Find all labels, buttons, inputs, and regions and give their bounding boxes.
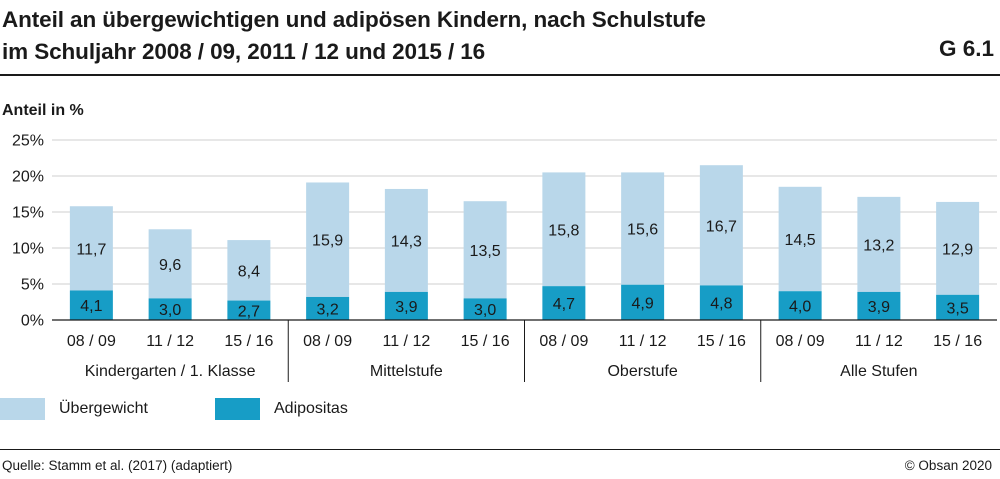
- group-label: Mittelstufe: [370, 363, 443, 380]
- bar-uebergewicht: [227, 240, 271, 301]
- x-tick-label: 08 / 09: [67, 333, 116, 350]
- data-label-adipositas: 3,5: [947, 300, 969, 317]
- data-label-uebergewicht: 12,9: [942, 241, 973, 258]
- source-note: Quelle: Stamm et al. (2017) (adaptiert): [2, 458, 233, 473]
- data-label-adipositas: 4,0: [789, 299, 811, 316]
- bar-adipositas: [384, 291, 428, 320]
- data-label-uebergewicht: 14,3: [391, 233, 422, 250]
- bar-adipositas: [699, 285, 743, 320]
- bar-adipositas: [227, 300, 271, 320]
- data-label-uebergewicht: 14,5: [785, 232, 816, 249]
- x-tick-label: 15 / 16: [461, 333, 510, 350]
- bar-adipositas: [463, 298, 507, 320]
- bar-uebergewicht: [699, 165, 743, 286]
- bar-uebergewicht: [542, 172, 586, 287]
- x-tick-label: 11 / 12: [146, 333, 194, 350]
- x-tick-label: 08 / 09: [539, 333, 588, 350]
- bar-uebergewicht: [857, 196, 901, 292]
- data-label-uebergewicht: 8,4: [238, 263, 260, 280]
- legend-item-uebergewicht: Übergewicht: [0, 398, 148, 420]
- data-label-uebergewicht: 13,2: [863, 237, 894, 254]
- legend-swatch-adipositas: [215, 398, 260, 420]
- figure-number: G 6.1: [938, 36, 994, 61]
- data-label-uebergewicht: 11,7: [76, 241, 106, 258]
- data-label-adipositas: 4,7: [553, 296, 575, 313]
- data-label-adipositas: 3,2: [317, 301, 339, 318]
- x-tick-label: 15 / 16: [224, 333, 273, 350]
- y-tick-label: 25%: [12, 133, 44, 150]
- bar-uebergewicht: [69, 206, 113, 291]
- bar-uebergewicht: [148, 229, 192, 299]
- bar-adipositas: [621, 284, 665, 320]
- group-label: Oberstufe: [607, 363, 677, 380]
- data-label-uebergewicht: 16,7: [706, 218, 737, 235]
- bar-uebergewicht: [306, 182, 350, 297]
- bar-uebergewicht: [384, 188, 428, 292]
- data-label-adipositas: 3,9: [395, 299, 417, 316]
- data-label-uebergewicht: 15,9: [312, 233, 343, 250]
- y-tick-label: 5%: [21, 277, 44, 294]
- group-label: Kindergarten / 1. Klasse: [85, 363, 256, 380]
- bottom-rule: [0, 449, 1000, 450]
- x-tick-label: 15 / 16: [697, 333, 746, 350]
- data-label-adipositas: 3,9: [868, 299, 890, 316]
- x-tick-label: 15 / 16: [933, 333, 982, 350]
- bar-adipositas: [69, 290, 113, 320]
- bar-adipositas: [778, 291, 822, 320]
- data-label-adipositas: 4,8: [710, 296, 732, 313]
- x-tick-label: 08 / 09: [776, 333, 825, 350]
- y-tick-label: 10%: [12, 241, 44, 258]
- y-tick-label: 0%: [21, 313, 44, 330]
- legend-label-uebergewicht: Übergewicht: [59, 400, 148, 417]
- y-axis-label: Anteil in %: [2, 102, 84, 119]
- data-label-uebergewicht: 9,6: [159, 257, 181, 274]
- bar-uebergewicht: [936, 201, 980, 295]
- y-tick-label: 15%: [12, 205, 44, 222]
- title-line-1: Anteil an übergewichtigen und adipösen K…: [2, 7, 706, 32]
- chart-title: Anteil an übergewichtigen und adipösen K…: [2, 4, 706, 68]
- legend-label-adipositas: Adipositas: [274, 400, 348, 417]
- title-line-2: im Schuljahr 2008 / 09, 2011 / 12 und 20…: [2, 39, 486, 64]
- group-label: Alle Stufen: [840, 363, 917, 380]
- data-label-uebergewicht: 15,8: [548, 222, 579, 239]
- data-label-adipositas: 4,9: [632, 295, 654, 312]
- data-label-adipositas: 2,7: [238, 303, 260, 320]
- bar-adipositas: [857, 291, 901, 320]
- legend-swatch-uebergewicht: [0, 398, 45, 420]
- data-label-uebergewicht: 13,5: [470, 243, 501, 260]
- data-label-adipositas: 4,1: [80, 298, 102, 315]
- y-tick-label: 20%: [12, 169, 44, 186]
- bar-uebergewicht: [621, 172, 665, 285]
- bar-uebergewicht: [778, 186, 822, 292]
- legend-item-adipositas: Adipositas: [215, 398, 348, 420]
- x-tick-label: 11 / 12: [619, 333, 667, 350]
- data-label-adipositas: 3,0: [159, 302, 181, 319]
- top-rule: [0, 74, 1000, 76]
- x-tick-label: 11 / 12: [383, 333, 431, 350]
- x-tick-label: 11 / 12: [855, 333, 903, 350]
- copyright: © Obsan 2020: [904, 458, 992, 473]
- x-tick-label: 08 / 09: [303, 333, 352, 350]
- data-label-adipositas: 3,0: [474, 302, 496, 319]
- data-label-uebergewicht: 15,6: [627, 222, 658, 239]
- bar-adipositas: [542, 286, 586, 320]
- bar-adipositas: [936, 294, 980, 320]
- bar-adipositas: [306, 296, 350, 320]
- bar-uebergewicht: [463, 201, 507, 299]
- stacked-bar-chart: 0% 5% 10% 15% 20% 25% 11,7 4,1 08 / 09 9,6 3,0 11 /…: [12, 133, 997, 382]
- bar-adipositas: [148, 298, 192, 320]
